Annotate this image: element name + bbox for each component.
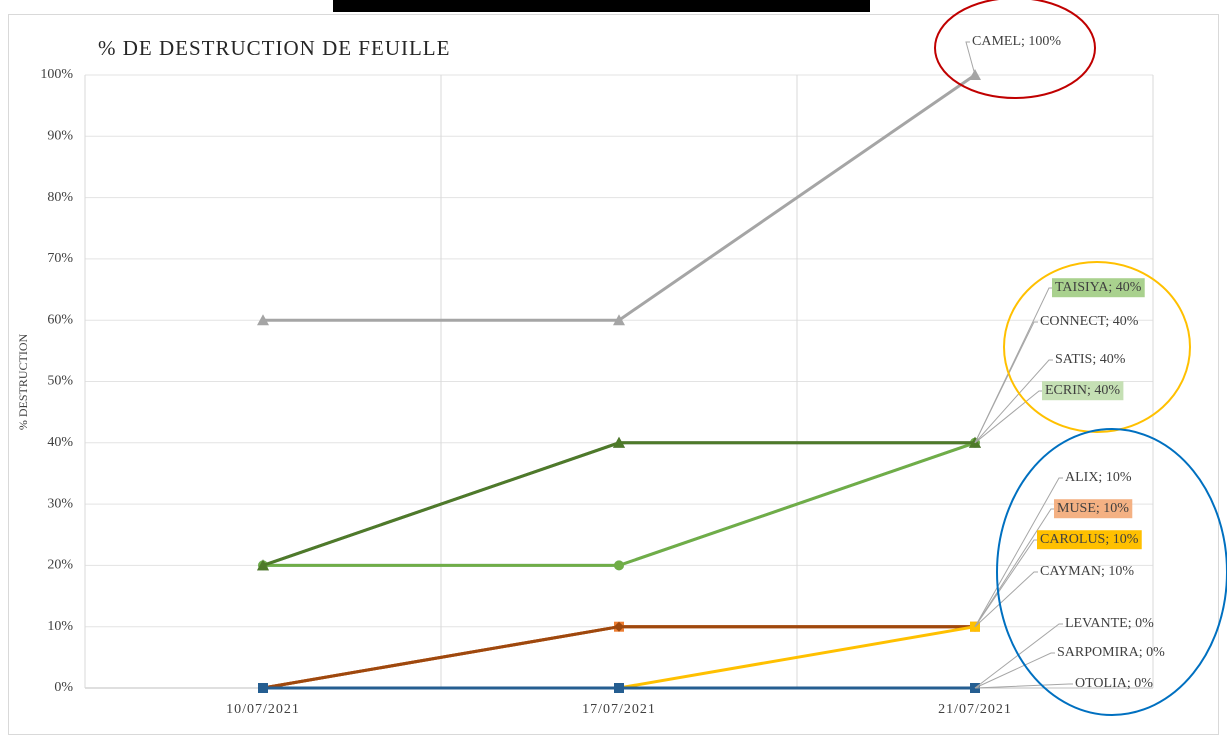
data-label: CAROLUS; 10% <box>1040 532 1139 547</box>
leader-line <box>974 508 1055 627</box>
highlight-circle <box>996 428 1227 716</box>
data-label: SARPOMIRA; 0% <box>1057 645 1165 660</box>
y-tick-label: 30% <box>47 496 73 511</box>
x-tick-label: 10/07/2021 <box>226 702 300 717</box>
leader-line <box>974 359 1053 444</box>
highlight-circle <box>934 0 1096 99</box>
marker <box>614 560 624 571</box>
y-axis-label: % DESTRUCTION <box>16 334 30 431</box>
highlight-circle <box>1003 261 1191 433</box>
x-tick-label: 21/07/2021 <box>938 702 1012 717</box>
data-label: CAMEL; 100% <box>972 34 1061 49</box>
marker <box>613 314 625 326</box>
y-tick-label: 10% <box>47 619 73 634</box>
leader-line <box>974 287 1053 444</box>
leader-line <box>965 41 976 76</box>
leader-line <box>974 623 1063 689</box>
x-tick-label: 17/07/2021 <box>582 702 656 717</box>
y-tick-label: 90% <box>47 129 73 144</box>
leader-line <box>974 539 1038 627</box>
leader-line <box>974 390 1043 444</box>
data-label: LEVANTE; 0% <box>1065 616 1154 631</box>
marker <box>613 436 625 448</box>
marker <box>258 683 268 693</box>
leader-line <box>974 683 1073 689</box>
leader-line <box>974 652 1055 689</box>
y-tick-label: 80% <box>47 190 73 205</box>
y-tick-label: 40% <box>47 435 73 450</box>
y-tick-label: 50% <box>47 374 73 389</box>
leader-line <box>974 571 1038 628</box>
y-tick-label: 60% <box>47 312 73 327</box>
chart-title: % DE DESTRUCTION DE FEUILLE <box>98 36 450 60</box>
leader-line <box>974 477 1063 627</box>
y-tick-label: 20% <box>47 558 73 573</box>
y-tick-label: 70% <box>47 251 73 266</box>
y-tick-label: 100% <box>40 67 73 82</box>
chart-frame <box>8 14 1219 735</box>
data-label: ALIX; 10% <box>1065 470 1132 485</box>
marker <box>614 621 624 632</box>
data-label: CAYMAN; 10% <box>1040 564 1134 579</box>
y-tick-label: 0% <box>54 680 73 695</box>
data-label: ECRIN; 40% <box>1045 383 1120 398</box>
data-label-bg <box>1042 381 1124 401</box>
marker <box>257 559 269 571</box>
cropped-heading <box>333 0 870 12</box>
data-label-bg <box>1054 499 1133 519</box>
data-label: CONNECT; 40% <box>1040 314 1139 329</box>
marker <box>614 683 624 693</box>
data-label: MUSE; 10% <box>1057 501 1129 516</box>
data-label: OTOLIA; 0% <box>1075 676 1153 691</box>
data-label: SATIS; 40% <box>1055 352 1126 367</box>
data-label: TAISIYA; 40% <box>1055 280 1142 295</box>
data-label-bg <box>1037 530 1142 550</box>
data-label-bg <box>1052 278 1145 298</box>
marker <box>257 314 269 326</box>
